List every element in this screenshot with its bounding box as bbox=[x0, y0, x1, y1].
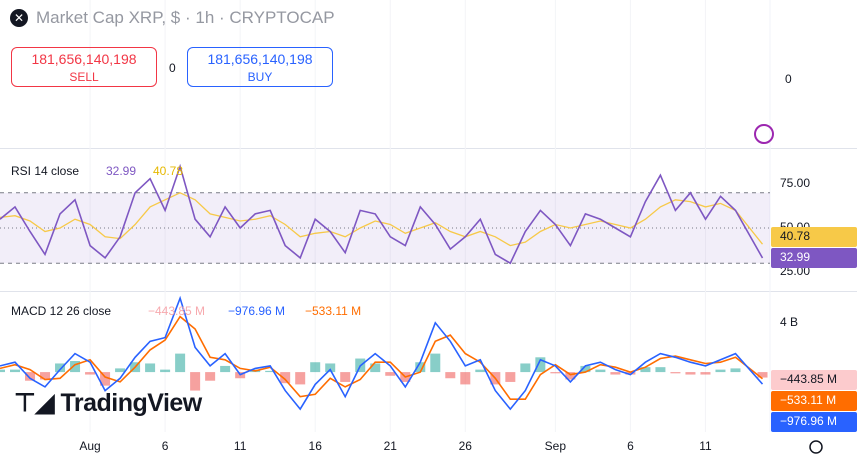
macd-badge-bg bbox=[771, 412, 857, 432]
x-tick-label: 6 bbox=[627, 439, 634, 453]
histogram-bar bbox=[70, 361, 81, 373]
macd-legend-value: −533.11 M bbox=[305, 304, 361, 318]
histogram-bar bbox=[340, 372, 351, 382]
histogram-bar bbox=[445, 372, 456, 379]
histogram-bar bbox=[610, 372, 621, 375]
histogram-bar bbox=[220, 365, 231, 373]
histogram-bar bbox=[640, 367, 651, 373]
x-tick-label: 6 bbox=[162, 439, 169, 453]
histogram-bar bbox=[85, 372, 96, 375]
histogram-bar bbox=[280, 372, 291, 384]
histogram-bar bbox=[55, 363, 66, 373]
x-tick-label: 11 bbox=[234, 439, 247, 453]
x-tick-label: 16 bbox=[309, 439, 323, 453]
histogram-bar bbox=[520, 363, 531, 373]
histogram-bar bbox=[190, 372, 201, 391]
settings-icon bbox=[809, 440, 823, 454]
histogram-bar bbox=[370, 363, 381, 373]
histogram-bar bbox=[310, 362, 321, 373]
symbol-icon: ✕ bbox=[10, 9, 28, 27]
histogram-bar bbox=[535, 357, 546, 373]
spread: 0 bbox=[169, 61, 176, 75]
price-axis-label: 0 bbox=[785, 72, 792, 86]
x-tick-label: Sep bbox=[545, 439, 567, 453]
x-tick-label: Aug bbox=[79, 439, 100, 453]
hist-badge-bg bbox=[771, 370, 857, 390]
histogram-bar bbox=[685, 372, 696, 375]
histogram-bar bbox=[0, 369, 5, 373]
header: ✕ Market Cap XRP, $ · 1h · CRYPTOCAP bbox=[10, 8, 335, 28]
histogram-bar bbox=[430, 353, 441, 373]
histogram-bar bbox=[625, 372, 636, 375]
logo-text: TradingView bbox=[60, 389, 202, 417]
buy-button[interactable]: 181,656,140,198 BUY bbox=[187, 47, 333, 87]
sell-label: SELL bbox=[69, 70, 99, 84]
ma-legend-value: 40.78 bbox=[153, 164, 183, 178]
histogram-bar bbox=[670, 372, 681, 374]
sell-price: 181,656,140,198 bbox=[31, 51, 137, 67]
macd-legend-value: −976.96 M bbox=[228, 304, 285, 318]
histogram-bar bbox=[595, 369, 606, 373]
buy-label: BUY bbox=[247, 70, 273, 84]
histogram-bar bbox=[25, 372, 36, 381]
title: Market Cap XRP, $ · 1h · CRYPTOCAP bbox=[36, 8, 335, 27]
rsi-badge-bg bbox=[771, 248, 857, 268]
histogram-bar bbox=[325, 363, 336, 373]
histogram-bar bbox=[730, 368, 741, 373]
macd-line bbox=[0, 295, 764, 411]
histogram-bar bbox=[415, 362, 426, 373]
histogram-bar bbox=[160, 369, 171, 373]
macd-line bbox=[0, 315, 763, 400]
macd-legend-value: −443.85 M bbox=[148, 304, 205, 318]
histogram-bar bbox=[475, 369, 486, 373]
histogram-bar bbox=[580, 365, 591, 373]
macd-legend-title: MACD 12 26 close bbox=[11, 304, 111, 318]
histogram-bar bbox=[655, 367, 666, 373]
histogram-bar bbox=[715, 369, 726, 373]
histogram-bar bbox=[385, 372, 396, 376]
histogram-bar bbox=[205, 372, 216, 381]
x-tick-label: 26 bbox=[459, 439, 473, 453]
hist-badge: −443.85 M bbox=[780, 372, 837, 386]
alert-icon bbox=[754, 124, 774, 144]
signal-badge: −533.11 M bbox=[780, 393, 836, 407]
histogram-bar bbox=[295, 372, 306, 385]
x-tick-label: 21 bbox=[384, 439, 398, 453]
rsi-legend-value: 32.99 bbox=[106, 164, 136, 178]
y-tick-label: 4 B bbox=[780, 315, 798, 329]
signal-badge-bg bbox=[771, 391, 857, 411]
ma-badge-bg bbox=[771, 227, 857, 247]
histogram-bar bbox=[40, 372, 51, 380]
rsi-badge: 32.99 bbox=[780, 250, 810, 264]
histogram-bar bbox=[10, 369, 21, 373]
ma-badge: 40.78 bbox=[780, 229, 810, 243]
histogram-bar bbox=[145, 363, 156, 373]
histogram-bar bbox=[700, 372, 711, 375]
histogram-bar bbox=[175, 353, 186, 373]
histogram-bar bbox=[757, 372, 768, 378]
buy-price: 181,656,140,198 bbox=[207, 51, 313, 67]
x-tick-label: 11 bbox=[699, 439, 712, 453]
histogram-bar bbox=[550, 372, 561, 374]
y-tick-label: 75.00 bbox=[780, 176, 810, 190]
histogram-bar bbox=[565, 372, 576, 380]
macd-badge: −976.96 M bbox=[780, 414, 837, 428]
histogram-bar bbox=[265, 370, 276, 373]
rsi-line bbox=[0, 192, 764, 247]
histogram-bar bbox=[505, 372, 516, 382]
histogram-bar bbox=[100, 372, 111, 386]
rsi-legend-title: RSI 14 close bbox=[11, 164, 79, 178]
rsi-line bbox=[0, 163, 764, 265]
sell-button[interactable]: 181,656,140,198 SELL bbox=[11, 47, 157, 87]
logo: ⊤◢ TradingView bbox=[14, 389, 202, 417]
histogram-bar bbox=[115, 368, 126, 373]
histogram-bar bbox=[460, 372, 471, 385]
